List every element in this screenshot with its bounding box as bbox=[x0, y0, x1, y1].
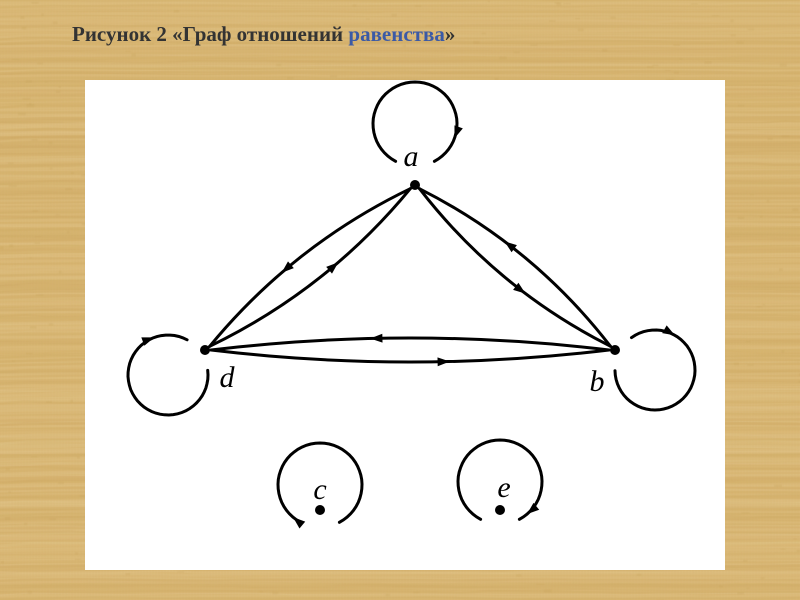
figure-title: Рисунок 2 «Граф отношений равенства» bbox=[72, 22, 455, 47]
title-accent: равенства bbox=[348, 22, 444, 46]
title-prefix: Рисунок 2 «Граф отношений bbox=[72, 22, 348, 46]
graph-svg bbox=[85, 80, 725, 570]
figure-panel: a b d c e bbox=[85, 80, 725, 570]
slide-page: Рисунок 2 «Граф отношений равенства» a b… bbox=[0, 0, 800, 600]
title-suffix: » bbox=[445, 22, 456, 46]
